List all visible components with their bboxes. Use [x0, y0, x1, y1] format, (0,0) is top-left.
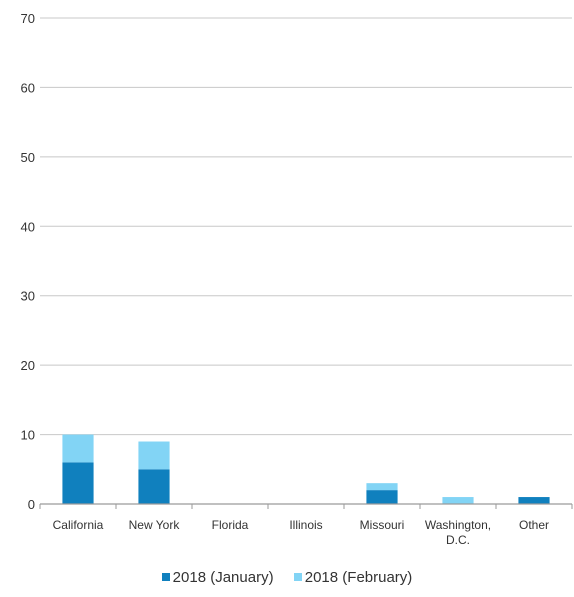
legend-label-january: 2018 (January) — [172, 568, 274, 586]
x-tick-label-line: Other — [519, 518, 549, 532]
bar-segment-january — [62, 462, 94, 504]
bar-segment-january — [518, 497, 550, 504]
x-axis — [39, 503, 573, 509]
x-tick-label: Illinois — [289, 518, 322, 532]
x-tick-label: California — [53, 518, 104, 532]
legend-item-january: 2018 (January) — [161, 568, 274, 586]
y-tick-label: 50 — [21, 150, 35, 165]
bar-segment-february — [442, 497, 474, 504]
x-tick-label-line: Illinois — [289, 518, 322, 532]
x-tick-label: Missouri — [360, 518, 405, 532]
gridlines — [40, 17, 572, 436]
x-tick-label-line: California — [53, 518, 104, 532]
legend-item-february: 2018 (February) — [293, 568, 413, 586]
y-tick-label: 0 — [28, 497, 35, 512]
x-tick-label-line: Missouri — [360, 518, 405, 532]
x-tick-label-line: New York — [129, 518, 181, 532]
y-tick-label: 10 — [21, 428, 35, 443]
bar-segment-january — [366, 490, 398, 504]
legend: 2018 (January) 2018 (February) — [0, 568, 574, 586]
y-tick-label: 70 — [21, 11, 35, 26]
x-tick-label: Florida — [212, 518, 249, 532]
legend-swatch-february — [293, 573, 302, 581]
x-tick-label: Washington, D.C. — [425, 518, 491, 547]
y-tick-label: 20 — [21, 358, 35, 373]
y-axis-tick-labels: 0 10 20 30 40 50 60 70 — [21, 11, 35, 512]
x-tick-label-line: Florida — [212, 518, 249, 532]
y-tick-label: 30 — [21, 289, 35, 304]
x-tick-label-line: Washington, — [425, 518, 491, 532]
bar-segment-february — [138, 441, 170, 470]
x-axis-tick-labels: California New York Florida Illinois Missour… — [53, 518, 549, 547]
bar-segment-february — [62, 434, 94, 463]
legend-swatch-january — [161, 573, 170, 581]
bar-segment-january — [138, 469, 170, 504]
y-tick-label: 60 — [21, 80, 35, 95]
x-tick-label-line: D.C. — [446, 533, 470, 547]
bar-segment-february — [366, 483, 398, 491]
x-tick-label: Other — [519, 518, 549, 532]
legend-label-february: 2018 (February) — [304, 568, 413, 586]
y-tick-label: 40 — [21, 219, 35, 234]
x-tick-label: New York — [129, 518, 181, 532]
bars — [62, 434, 550, 504]
